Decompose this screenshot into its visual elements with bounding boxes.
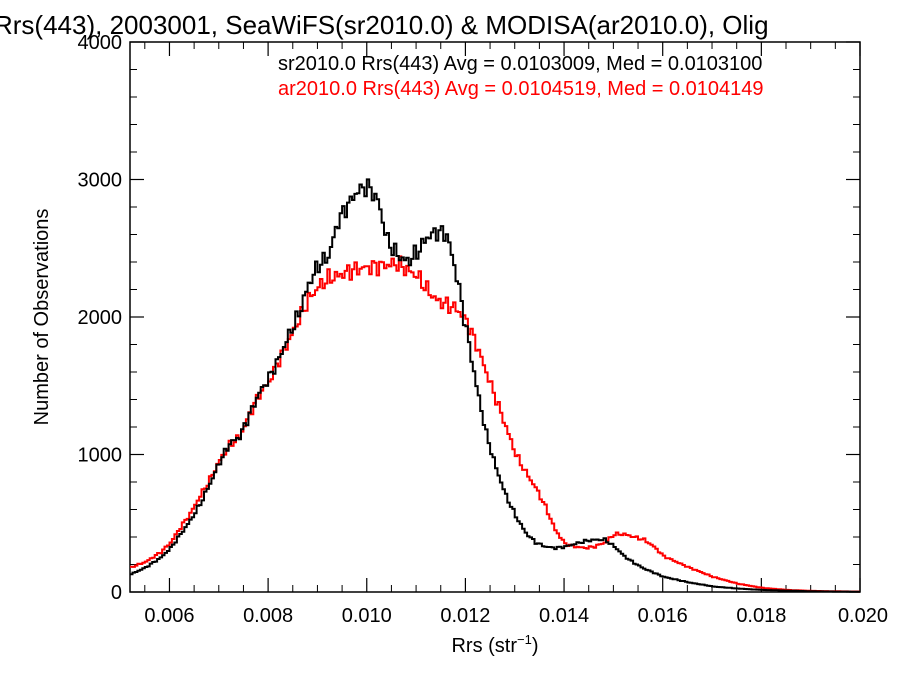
x-tick-label: 0.020 [838, 605, 888, 627]
y-axis-label: Number of Observations [31, 209, 53, 426]
x-tick-label: 0.012 [440, 605, 490, 627]
x-tick-label: 0.008 [243, 605, 293, 627]
y-tick-label: 2000 [78, 307, 123, 329]
x-axis: 0.006 0.008 0.010 0.012 0.014 0.016 0.018 0.020 [144, 42, 888, 627]
y-tick-label: 4000 [78, 32, 123, 54]
series-ar2010-histogram [130, 255, 860, 593]
chart-title: Rrs(443), 2003001, SeaWiFS(sr2010.0) & M… [0, 10, 769, 40]
series-layer [130, 178, 860, 593]
x-tick-label: 0.014 [539, 605, 589, 627]
y-tick-label: 0 [111, 582, 122, 604]
x-tick-label: 0.010 [342, 605, 392, 627]
plot-frame [129, 41, 861, 593]
y-tick-label: 3000 [78, 170, 123, 192]
series-sr2010-histogram [130, 178, 860, 593]
legend-entry-sr2010: sr2010.0 Rrs(443) Avg = 0.0103009, Med =… [278, 53, 762, 75]
y-tick-label: 1000 [78, 445, 123, 467]
x-tick-label: 0.018 [736, 605, 786, 627]
x-tick-label: 0.016 [638, 605, 688, 627]
y-axis: 0 1000 2000 3000 4000 [78, 32, 860, 604]
legend-entry-ar2010: ar2010.0 Rrs(443) Avg = 0.0104519, Med =… [278, 78, 764, 100]
x-axis-label: Rrs (str−1) [451, 632, 538, 657]
x-tick-label: 0.006 [144, 605, 194, 627]
